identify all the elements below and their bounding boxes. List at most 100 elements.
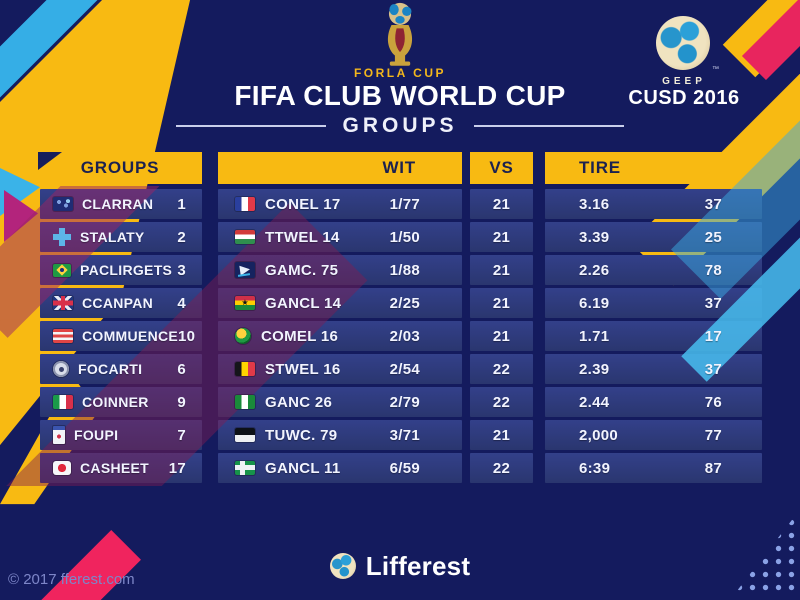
table-row: CASHEET 17 GANCL 11 6/59 22 6:39 87	[0, 453, 800, 483]
trademark-symbol: ™	[712, 66, 719, 73]
tire-right-value: 76	[704, 393, 722, 411]
uk-flag-icon	[53, 296, 73, 310]
table-row: CLARRAN 1 CONEL 17 1/77 21 3.16 37	[0, 189, 800, 219]
group-name: CLARRAN	[82, 196, 154, 212]
wit-score: 2/25	[389, 294, 420, 312]
subtitle-left-line	[176, 125, 327, 127]
group-name: PACLIRGETS	[80, 262, 173, 278]
column-header-vs-label: VS	[489, 158, 514, 177]
wit-cell: TUWC. 79 3/71	[218, 420, 462, 450]
group-number: 7	[177, 426, 186, 444]
group-cell: FOUPI 7	[40, 420, 202, 450]
group-number: 1	[177, 195, 186, 213]
arrow-flag-icon	[235, 262, 255, 278]
group-cell: STALATY 2	[40, 222, 202, 252]
tire-cell: 2.39 37	[545, 354, 762, 384]
green-cross-flag-icon	[235, 461, 255, 475]
group-cell: FOCARTI 6	[40, 354, 202, 384]
column-header-wit-label: WIT	[382, 158, 416, 177]
tire-cell: 2,000 77	[545, 420, 762, 450]
vs-value: 22	[492, 393, 511, 411]
group-cell: COMMUENCE 10	[40, 321, 202, 351]
vs-value: 22	[492, 459, 511, 477]
column-header-groups: GROUPS	[38, 152, 202, 184]
vs-value: 22	[492, 360, 511, 378]
france-flag-icon	[235, 197, 255, 211]
vs-value: 21	[492, 195, 511, 213]
group-name: FOUPI	[74, 427, 119, 443]
group-cell: CASHEET 17	[40, 453, 202, 483]
japan-flag-icon	[53, 461, 71, 475]
wit-score: 6/59	[389, 459, 420, 477]
footer-soccer-ball-icon	[329, 553, 356, 579]
wit-cell: CONEL 17 1/77	[218, 189, 462, 219]
wit-cell: GANCL 11 6/59	[218, 453, 462, 483]
tire-right-value: 77	[704, 426, 722, 444]
wit-cell: GANC 26 2/79	[218, 387, 462, 417]
vs-cell: 22	[470, 354, 533, 384]
vs-value: 21	[492, 294, 511, 312]
stripes-flag-icon	[53, 329, 73, 343]
group-number: 3	[177, 261, 186, 279]
wit-score: 1/77	[389, 195, 420, 213]
vs-cell: 21	[470, 321, 533, 351]
brazil-flag-icon	[53, 263, 71, 277]
tire-cell: 1.71 17	[545, 321, 762, 351]
vs-cell: 21	[470, 189, 533, 219]
tire-left-value: 2.26	[579, 261, 610, 279]
group-cell: CLARRAN 1	[40, 189, 202, 219]
vs-cell: 21	[470, 255, 533, 285]
tire-right-value: 37	[704, 195, 722, 213]
group-name: CCANPAN	[82, 295, 154, 311]
belgium-flag-icon	[235, 362, 255, 376]
group-name: STALATY	[80, 229, 145, 245]
vs-cell: 21	[470, 420, 533, 450]
wit-name: GANCL 11	[265, 459, 341, 477]
group-number: 6	[177, 360, 186, 378]
wit-name: COMEL 16	[261, 327, 339, 345]
tire-left-value: 3.16	[579, 195, 610, 213]
group-number: 9	[177, 393, 186, 411]
world-cup-trophy-icon	[387, 2, 413, 66]
wit-name: TTWEL 14	[265, 228, 340, 246]
column-header-vs: VS	[470, 152, 533, 184]
page-subtitle: GROUPS	[342, 114, 458, 137]
column-header-tire-label: TIRE	[579, 158, 621, 177]
tire-cell: 2.26 78	[545, 255, 762, 285]
tire-left-value: 3.39	[579, 228, 610, 246]
wit-cell: GAMC. 75 1/88	[218, 255, 462, 285]
tire-cell: 2.44 76	[545, 387, 762, 417]
tire-cell: 6:39 87	[545, 453, 762, 483]
vs-cell: 21	[470, 222, 533, 252]
subtitle-right-line	[473, 125, 624, 127]
group-name: FOCARTI	[78, 361, 143, 377]
tire-right-value: 17	[704, 327, 722, 345]
wit-score: 2/54	[389, 360, 420, 378]
group-number: 2	[177, 228, 186, 246]
wit-score: 2/79	[389, 393, 420, 411]
tire-left-value: 1.71	[579, 327, 610, 345]
hungary-flag-icon	[235, 230, 255, 244]
group-number: 17	[168, 459, 186, 477]
finland-cross-flag-icon	[53, 228, 71, 246]
soccer-ball-icon	[656, 16, 710, 70]
vs-value: 21	[492, 327, 511, 345]
wit-name: STWEL 16	[265, 360, 341, 378]
group-name: COMMUENCE	[82, 328, 179, 344]
tire-cell: 6.19 37	[545, 288, 762, 318]
wit-cell: COMEL 16 2/03	[218, 321, 462, 351]
tire-right-value: 87	[704, 459, 722, 477]
group-number: 4	[177, 294, 186, 312]
ghana-flag-icon	[235, 296, 255, 310]
page-title: FIFA CLUB WORLD CUP	[234, 80, 566, 111]
event-tagline: FORLA CUP	[353, 66, 447, 80]
table-row: PACLIRGETS 3 GAMC. 75 1/88 21 2.26 78	[0, 255, 800, 285]
copyright-text: © 2017 fferest.com	[8, 571, 135, 588]
table-row: CCANPAN 4 GANCL 14 2/25 21 6.19 37	[0, 288, 800, 318]
wit-name: TUWC. 79	[265, 426, 338, 444]
wit-score: 2/03	[389, 327, 420, 345]
tire-cell: 3.39 25	[545, 222, 762, 252]
italy-flag-icon	[53, 395, 73, 409]
navy-flag-icon	[53, 197, 73, 211]
vs-cell: 21	[470, 288, 533, 318]
